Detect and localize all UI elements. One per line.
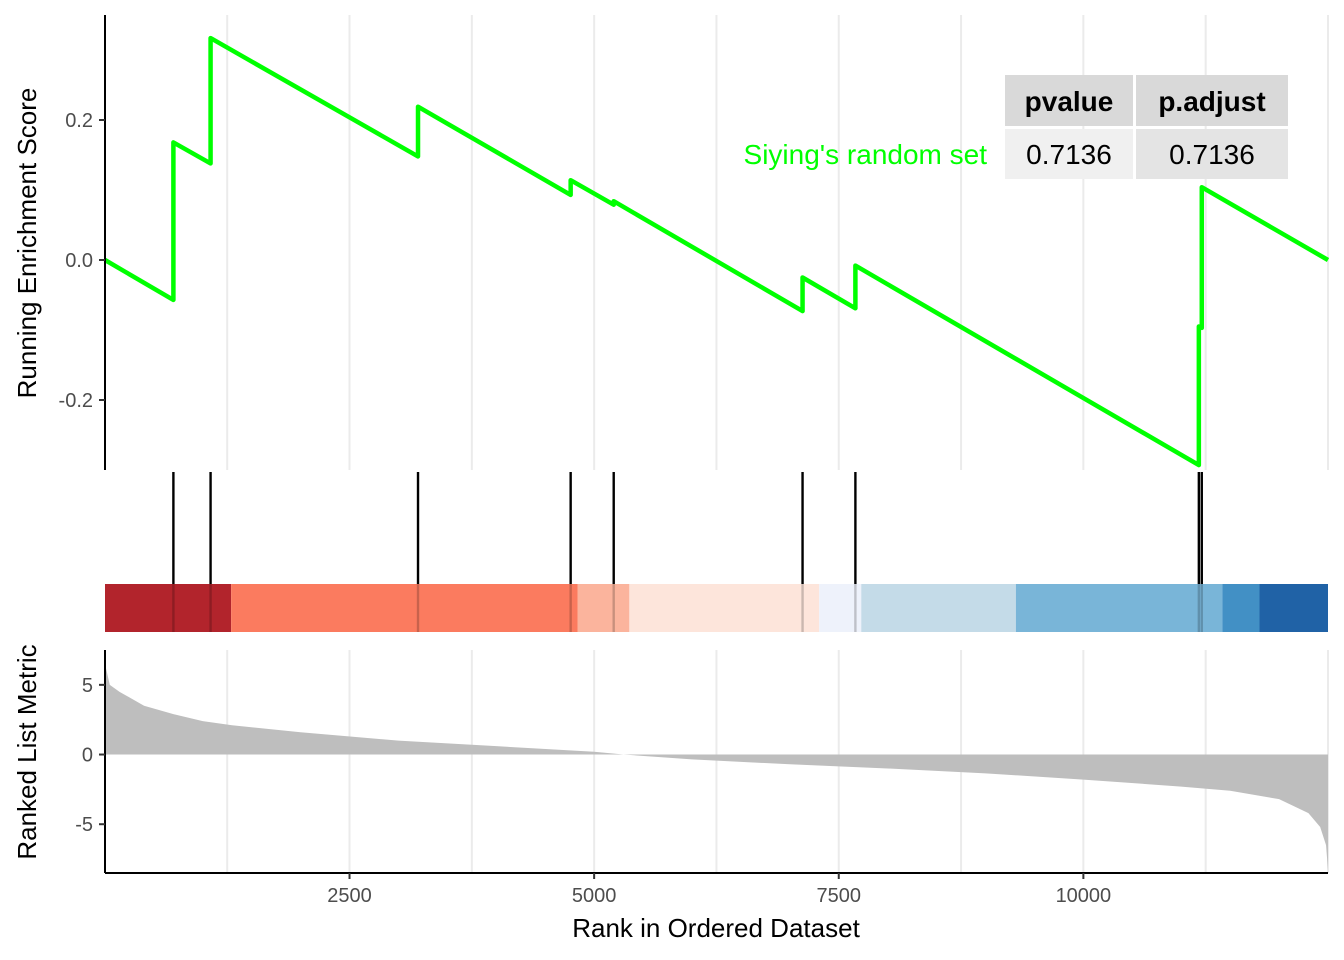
- running-score-y-axis-title: Running Enrichment Score: [12, 88, 42, 399]
- running-score-y-tick-label: 0.2: [65, 110, 93, 132]
- running-score-line: [103, 35, 1330, 468]
- running-score-series: [103, 35, 1330, 468]
- color-bar-segment: [231, 584, 578, 632]
- x-tick-label: 10000: [1056, 885, 1112, 907]
- color-bar-segment: [629, 584, 820, 632]
- ranked-metric-fill: [105, 663, 1328, 871]
- color-bar-segment: [1015, 584, 1223, 632]
- running-score-gridlines: [226, 15, 1329, 470]
- table-header-padjust: p.adjust: [1158, 86, 1265, 117]
- x-tick-label: 5000: [572, 885, 617, 907]
- hit-position-marks: [172, 472, 1203, 632]
- x-tick-label: 2500: [327, 885, 372, 907]
- table-header-padjust-cell: [1136, 75, 1288, 126]
- table-value-pvalue: 0.7136: [1026, 139, 1112, 170]
- color-bar-segment: [861, 584, 1016, 632]
- tick-labels: -0.2 0.0 0.2 -5 0 5 2500 5000 7500 10000: [59, 110, 1112, 907]
- color-bar-segment: [577, 584, 630, 632]
- ranked-metric-y-axis-title: Ranked List Metric: [12, 644, 42, 859]
- table-value-padjust-cell: [1136, 129, 1288, 179]
- table-row-label: Siying's random set: [744, 139, 988, 170]
- table-header-pvalue: pvalue: [1025, 86, 1114, 117]
- ranked-metric-y-tick-label: 5: [82, 675, 93, 697]
- table-value-pvalue-cell: [1005, 129, 1133, 179]
- ranked-metric-y-tick-label: 0: [82, 745, 93, 767]
- color-bar-segment: [1222, 584, 1260, 632]
- color-bar-segment: [819, 584, 862, 632]
- color-bar-segment: [105, 584, 232, 632]
- table-value-padjust: 0.7136: [1169, 139, 1255, 170]
- color-bar-segment: [1259, 584, 1328, 632]
- running-score-y-tick-label: -0.2: [59, 390, 93, 412]
- stats-table: pvalue p.adjust 0.7136 0.7136 Siying's r…: [744, 75, 1288, 179]
- x-axis-title: Rank in Ordered Dataset: [572, 913, 860, 943]
- x-tick-label: 7500: [817, 885, 862, 907]
- ranked-metric-area: [105, 663, 1328, 871]
- running-score-y-tick-label: 0.0: [65, 250, 93, 272]
- rank-color-bar: [105, 584, 1328, 632]
- table-header-pvalue-cell: [1005, 75, 1133, 126]
- axes: [99, 15, 1328, 879]
- ranked-metric-y-tick-label: -5: [75, 814, 93, 836]
